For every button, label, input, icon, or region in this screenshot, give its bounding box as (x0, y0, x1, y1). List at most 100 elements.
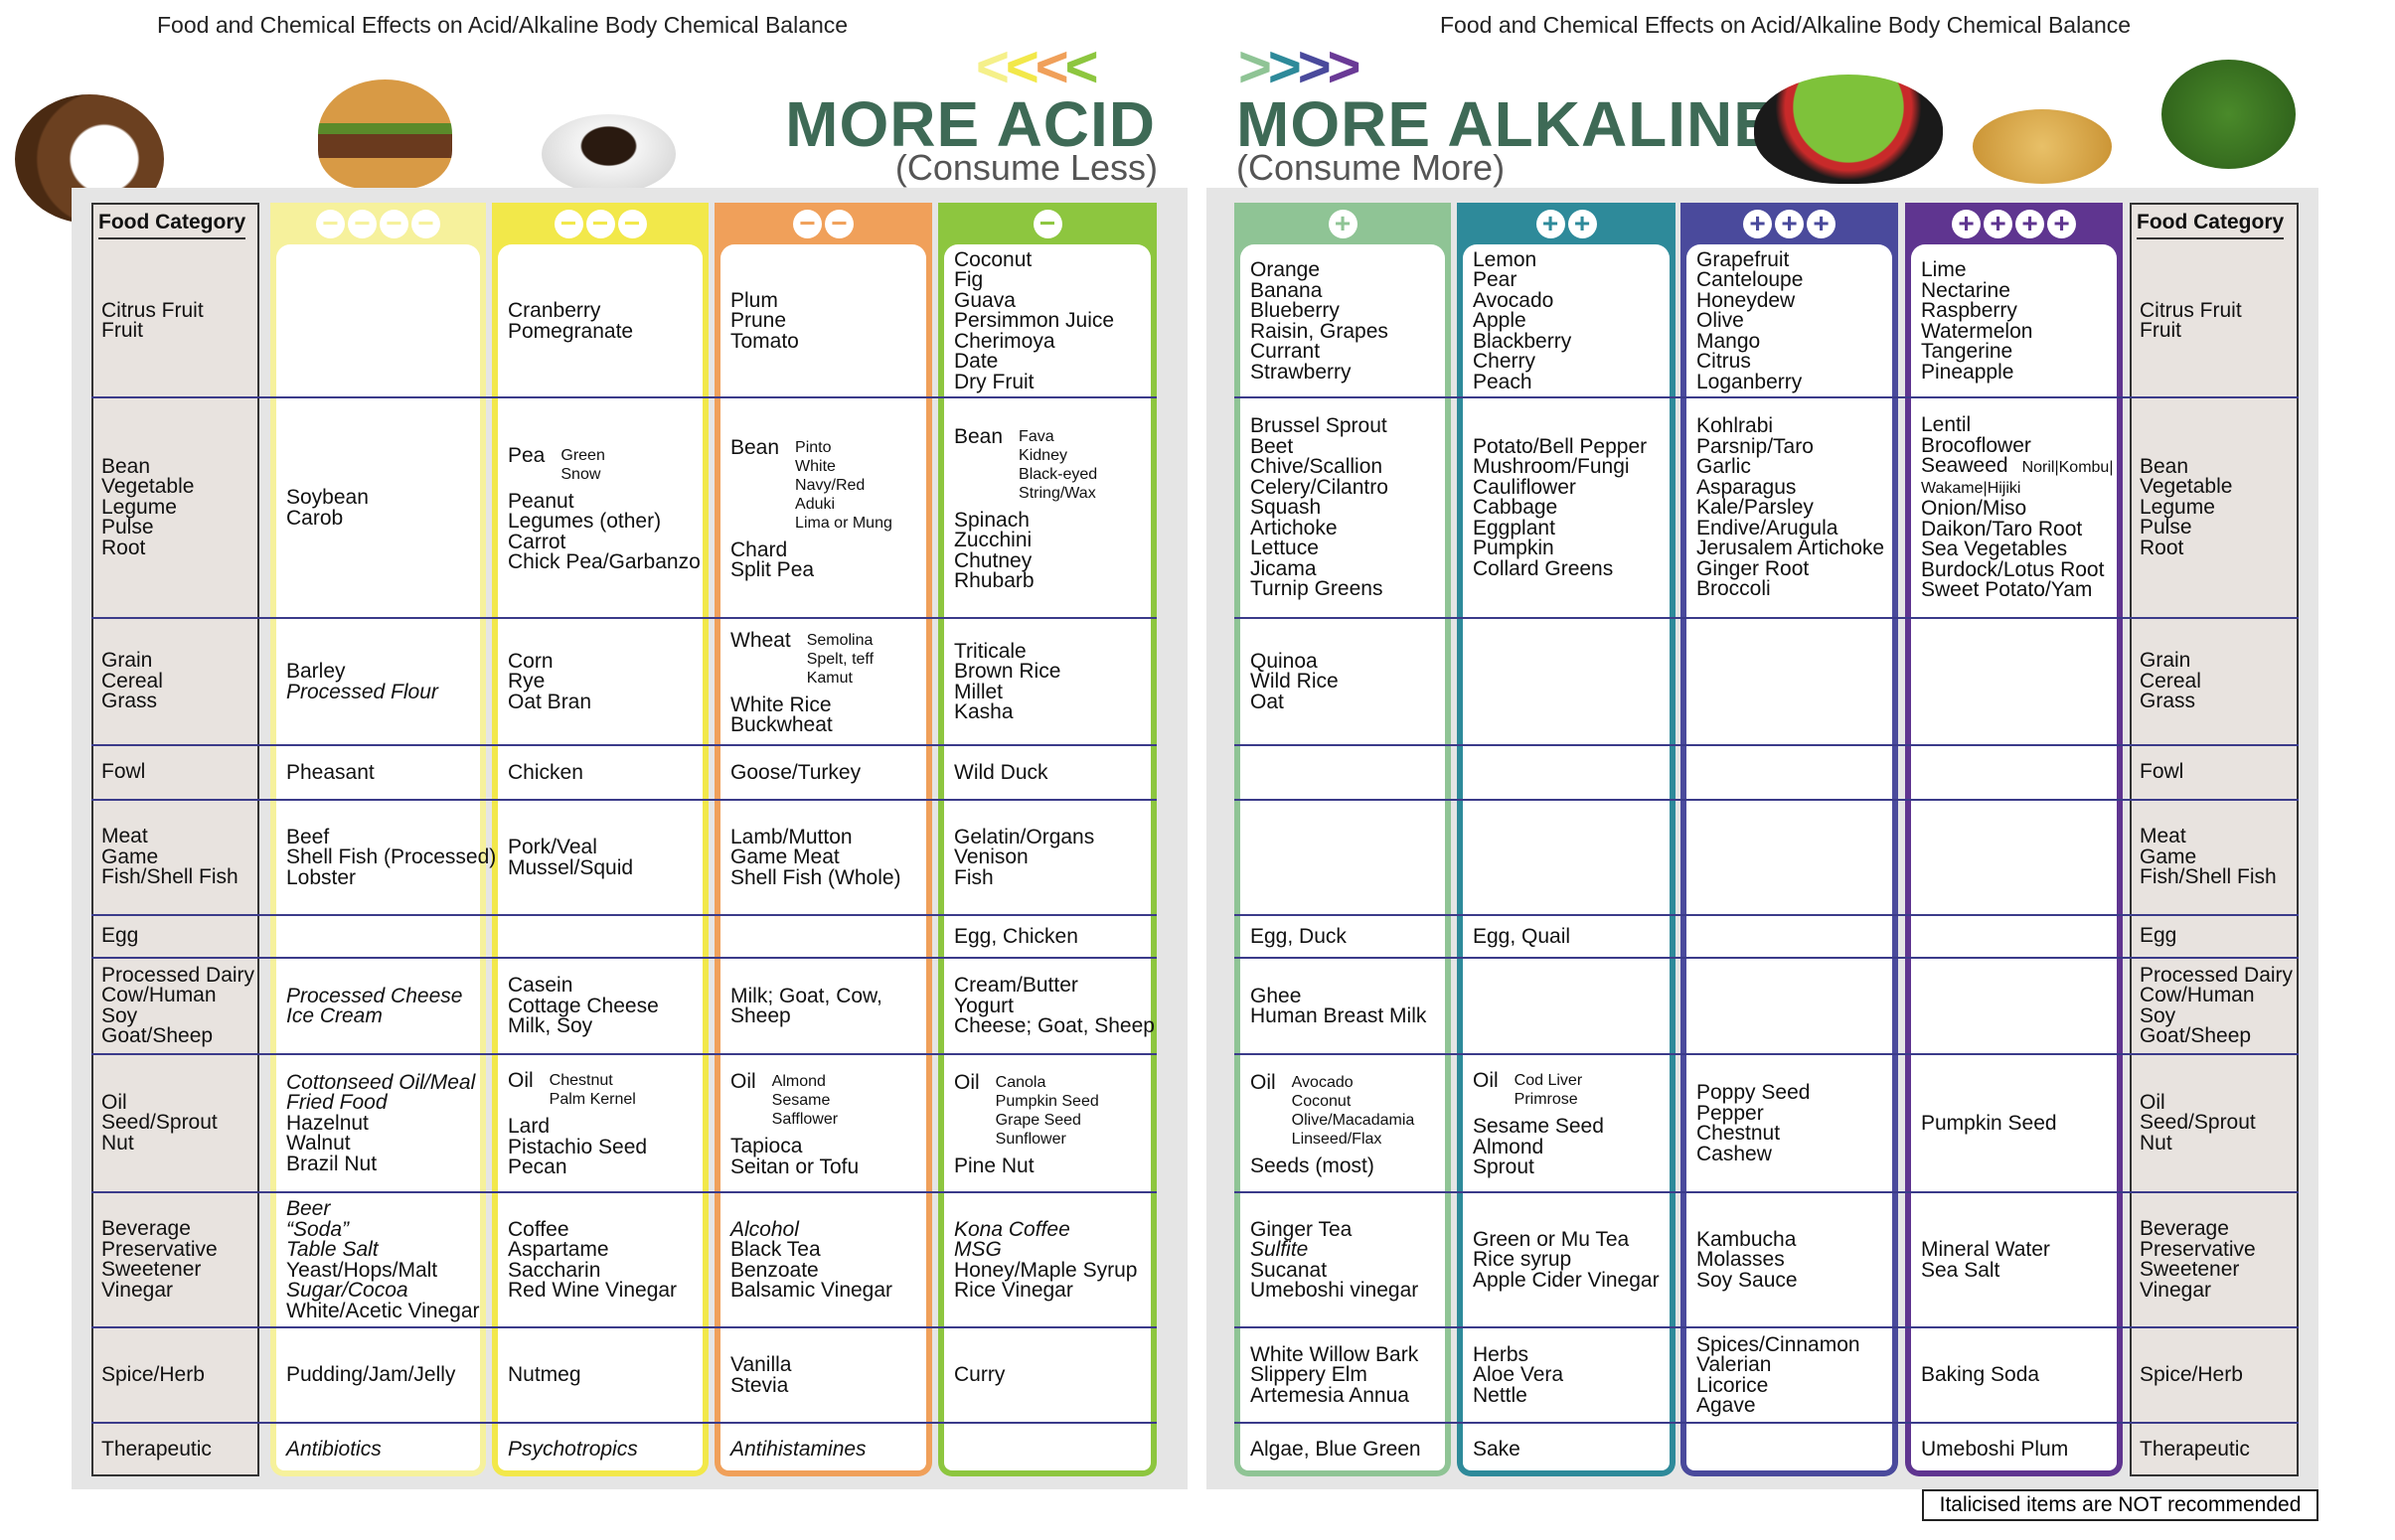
food-cell: Plum Prune Tomato (718, 246, 928, 396)
food-cell: Wheat Semolina Spelt, teff Kamut White Rice B… (718, 620, 928, 744)
minus-icon: − (380, 209, 408, 238)
food-item: Turnip Greens (1250, 578, 1447, 600)
food-item-text: Cherry (1473, 350, 1536, 374)
food-item: Onion/Miso (1921, 498, 2119, 520)
food-item-text: Date (954, 350, 999, 374)
food-item-text: Aloe Vera (1473, 1363, 1564, 1387)
food-item-text: Cheese; Goat, Sheep (954, 1014, 1155, 1038)
food-cell: Kohlrabi Parsnip/Taro Garlic Asparagus Kale/… (1684, 399, 1894, 617)
food-item-text: Ghee (1250, 984, 1302, 1007)
food-item: Grapefruit (1696, 249, 1894, 271)
food-item-text: Mango (1696, 329, 1761, 353)
food-item-text: Guava (954, 288, 1016, 312)
food-item-text: Fish (954, 865, 994, 889)
food-subitems: Cod Liver Primrose (1515, 1071, 1582, 1109)
food-item: Blueberry (1250, 300, 1447, 322)
food-item-text: Broccoli (1696, 577, 1771, 601)
food-item-text: “Soda” (286, 1217, 350, 1241)
food-item: Kona Coffee (954, 1219, 1153, 1241)
row-divider (91, 1422, 1157, 1424)
category-label: Soy (101, 1003, 138, 1027)
food-item: Triticale (954, 641, 1153, 663)
food-item-group: Oil Canola Pumpkin Seed Grape Seed Sunflower (954, 1072, 1153, 1149)
food-cell (274, 246, 482, 396)
food-item: Chard (730, 539, 928, 561)
column-body (276, 244, 480, 1470)
food-item: Endive/Arugula (1696, 518, 1894, 539)
food-item: Mineral Water (1921, 1239, 2119, 1261)
category-label: Fruit (101, 319, 143, 342)
food-subitems: Avocado Coconut Olive/Macadamia Linseed/Fla… (1292, 1073, 1415, 1149)
food-item: Prune (730, 310, 928, 332)
food-cell: Alcohol Black Tea Benzoate Balsamic Vinegar (718, 1194, 928, 1326)
minus-icon: − (554, 209, 583, 238)
category-label: Preservative (2140, 1237, 2256, 1261)
food-item-text: Cream/Butter (954, 974, 1078, 998)
food-item: “Soda” (286, 1217, 482, 1241)
food-item: Chick Pea/Garbanzo (508, 551, 705, 573)
food-item: Cream/Butter (954, 974, 1153, 998)
food-item-text: Ginger Root (1696, 556, 1810, 580)
food-item: Lettuce (1250, 537, 1447, 560)
food-item: Curry (954, 1364, 1153, 1386)
category-label: Vinegar (101, 1278, 174, 1302)
plus-icon: + (2047, 209, 2076, 238)
food-cell: Pumpkin Seed (1909, 1056, 2119, 1191)
food-item-text: Cherimoya (954, 329, 1055, 353)
food-item-text: Barley (286, 660, 346, 683)
food-item: Jicama (1250, 558, 1447, 580)
food-cell: Bean Fava Kidney Black-eyed String/Wax Spinac… (942, 399, 1153, 617)
food-item: Kasha (954, 701, 1153, 723)
food-column: − − − − (270, 203, 486, 1476)
food-item: Yogurt (954, 996, 1153, 1017)
food-item: Garlic (1696, 456, 1894, 478)
food-item: Millet (954, 682, 1153, 703)
food-item-text: Sugar/Cocoa (286, 1279, 408, 1302)
category-label: Citrus Fruit (2140, 298, 2242, 322)
food-item: Soy Sauce (1696, 1270, 1894, 1292)
food-cell (1461, 620, 1672, 744)
food-cell: Lamb/Mutton Game Meat Shell Fish (Whole) (718, 802, 928, 914)
food-cell: Curry (942, 1329, 1153, 1422)
category-label: Cereal (2140, 669, 2201, 693)
food-cell: Orange Banana Blueberry Raisin, Grapes Curra… (1238, 246, 1447, 396)
category-label: Pulse (101, 516, 154, 539)
food-item-text: Venison (954, 846, 1029, 869)
category-cell: Egg (2130, 915, 2299, 958)
food-cell: Corn Rye Oat Bran (496, 620, 705, 744)
food-item-text: Vanilla (730, 1353, 792, 1376)
column-body (1911, 244, 2117, 1470)
category-label: Sweetener (101, 1258, 202, 1281)
food-item: Oat Bran (508, 692, 705, 713)
category-label: Fish/Shell Fish (2140, 865, 2277, 889)
food-cell (274, 917, 482, 957)
food-item-group: Pea Green Snow (508, 445, 705, 484)
food-item: Pumpkin (1473, 538, 1672, 559)
food-item-text: Oat (1250, 690, 1284, 713)
food-subitem: Kamut (806, 669, 853, 687)
food-item: Burdock/Lotus Root (1921, 559, 2119, 581)
food-item-text: Jerusalem Artichoke (1696, 537, 1885, 560)
food-item: Oil (1473, 1069, 1499, 1093)
food-item-text: Loganberry (1696, 370, 1803, 393)
arrow-icon: < (1005, 35, 1039, 99)
food-item-text: Lettuce (1250, 537, 1319, 560)
food-item: Jerusalem Artichoke (1696, 537, 1894, 560)
column-body (720, 244, 926, 1470)
food-cell: Cream/Butter Yogurt Cheese; Goat, Sheep (942, 960, 1155, 1053)
food-item: Umeboshi vinegar (1250, 1280, 1447, 1302)
food-item-text: Pudding/Jam/Jelly (286, 1363, 456, 1387)
food-item: Pudding/Jam/Jelly (286, 1363, 482, 1387)
food-cell: Pea Green Snow Peanut Legumes (other) Carrot C… (496, 399, 705, 617)
food-item-text: Algae, Blue Green (1250, 1438, 1421, 1462)
food-column: − (938, 203, 1157, 1476)
food-item: Oil (508, 1069, 534, 1093)
plus-icon: + (1984, 209, 2012, 238)
food-item: Peach (1473, 372, 1672, 393)
food-cell: Pheasant (274, 747, 482, 799)
food-item: Milk, Soy (508, 1015, 705, 1037)
food-item: Peanut (508, 491, 705, 513)
food-item: Casein (508, 975, 705, 997)
category-cell: Therapeutic (2130, 1423, 2299, 1476)
